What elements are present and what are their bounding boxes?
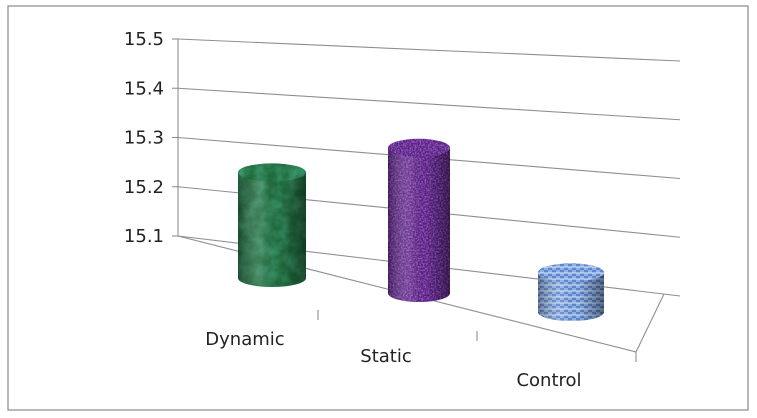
category-label-static: Static xyxy=(360,346,411,367)
gridline xyxy=(177,87,681,121)
x-category-labels: Dynamic Static Control xyxy=(205,329,581,391)
bar-shading xyxy=(238,172,306,287)
bar-control xyxy=(538,263,604,321)
y-tick-label: 15.2 xyxy=(124,177,164,198)
y-tick-label: 15.3 xyxy=(124,128,164,149)
category-label-control: Control xyxy=(516,370,581,391)
floor-right-edge xyxy=(635,293,665,353)
bar-top-texture xyxy=(238,163,306,182)
gridline xyxy=(177,38,681,62)
y-tick-label: 15.1 xyxy=(124,226,164,247)
bar-shading xyxy=(388,147,450,302)
category-label-dynamic: Dynamic xyxy=(205,329,284,350)
bars xyxy=(238,138,604,321)
y-tick-label: 15.4 xyxy=(124,78,164,99)
y-tick-labels: 15.1 15.2 15.3 15.4 15.5 xyxy=(124,29,164,247)
bar-top-texture xyxy=(538,263,604,282)
chart-frame xyxy=(7,5,749,411)
bar-shading xyxy=(538,272,604,321)
bar-static xyxy=(388,138,450,302)
bar-dynamic xyxy=(238,163,306,287)
y-tick-label: 15.5 xyxy=(124,29,164,50)
bar-top-texture xyxy=(388,138,450,157)
